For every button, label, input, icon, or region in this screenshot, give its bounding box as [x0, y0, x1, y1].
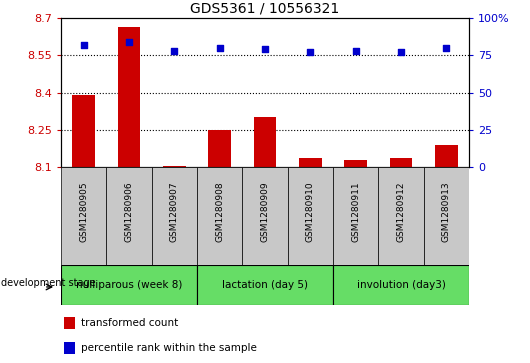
Bar [254, 117, 276, 167]
Point [397, 49, 405, 55]
Point [351, 48, 360, 54]
Bar [152, 167, 197, 265]
Bar [333, 167, 378, 265]
Bar [61, 265, 197, 305]
Bar [64, 342, 75, 354]
Point [125, 39, 133, 45]
Bar [378, 167, 423, 265]
Text: GSM1280907: GSM1280907 [170, 182, 179, 242]
Text: lactation (day 5): lactation (day 5) [222, 280, 308, 290]
Text: GSM1280913: GSM1280913 [442, 182, 451, 242]
Point [80, 42, 88, 48]
Point [261, 46, 269, 52]
Text: involution (day3): involution (day3) [357, 280, 446, 290]
Point [442, 45, 450, 51]
Text: GSM1280909: GSM1280909 [261, 182, 269, 242]
Text: transformed count: transformed count [81, 318, 178, 328]
Bar [118, 27, 140, 167]
Text: GSM1280910: GSM1280910 [306, 182, 315, 242]
Text: nulliparous (week 8): nulliparous (week 8) [76, 280, 182, 290]
Bar [208, 130, 231, 167]
Bar [197, 265, 333, 305]
Bar [64, 317, 75, 329]
Bar [299, 158, 322, 167]
Bar [242, 167, 288, 265]
Bar [61, 167, 107, 265]
Bar [197, 167, 242, 265]
Bar [72, 95, 95, 167]
Text: percentile rank within the sample: percentile rank within the sample [81, 343, 257, 353]
Text: GSM1280906: GSM1280906 [125, 182, 134, 242]
Bar [435, 145, 458, 167]
Point [170, 48, 179, 54]
Bar [390, 158, 412, 167]
Bar [288, 167, 333, 265]
Bar [344, 159, 367, 167]
Bar [163, 166, 186, 167]
Bar [423, 167, 469, 265]
Point [215, 45, 224, 51]
Title: GDS5361 / 10556321: GDS5361 / 10556321 [190, 1, 340, 16]
Text: GSM1280912: GSM1280912 [396, 182, 405, 242]
Point [306, 49, 315, 55]
Text: development stage: development stage [1, 278, 96, 288]
Bar [333, 265, 469, 305]
Text: GSM1280905: GSM1280905 [79, 182, 88, 242]
Text: GSM1280911: GSM1280911 [351, 182, 360, 242]
Bar [107, 167, 152, 265]
Text: GSM1280908: GSM1280908 [215, 182, 224, 242]
